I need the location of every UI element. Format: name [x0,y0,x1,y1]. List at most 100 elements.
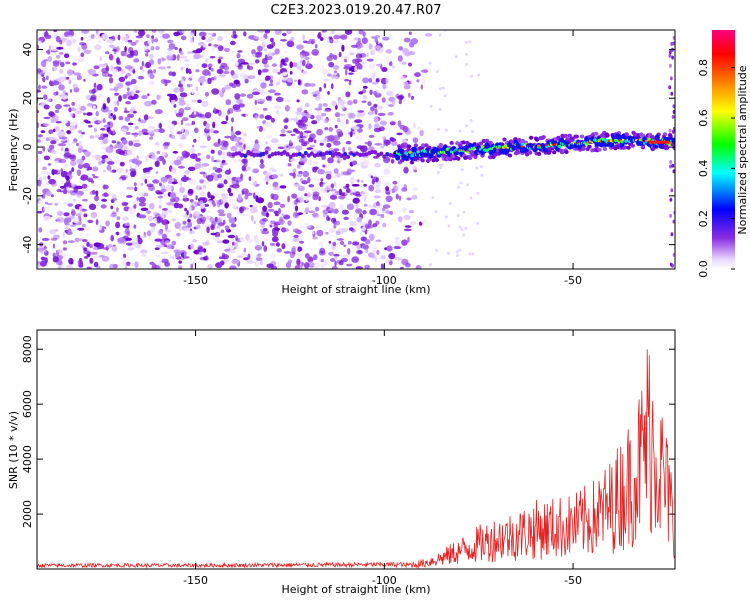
heatmap-blob [101,255,110,262]
heatmap-blob [287,220,292,226]
ridge-cell [617,134,623,141]
ridge-cell [400,144,405,148]
heatmap-blob [255,195,259,203]
heatmap-blob [669,213,672,218]
heatmap-blob [160,184,166,191]
heatmap-blob [213,44,219,47]
heatmap-blob [100,204,107,209]
heatmap-blob [283,251,292,254]
heatmap-blob [311,231,315,235]
heatmap-blob [51,149,57,155]
heatmap-blob [73,186,79,193]
heatmap-blob [106,164,112,171]
heatmap-blob [265,141,268,145]
heatmap-blob [296,99,300,103]
heatmap-blob [43,104,50,110]
heatmap-blob [412,121,416,129]
heatmap-blob [414,72,421,78]
heatmap-blob [176,131,183,135]
heatmap-blob [62,240,68,245]
heatmap-blob [333,168,339,174]
heatmap-blob [260,158,264,163]
heatmap-blob [182,220,187,225]
heatmap-blob [58,84,65,91]
heatmap-blob [328,240,332,244]
heatmap-blob [180,66,184,71]
heatmap-blob [162,208,168,211]
heatmap-blob [369,208,377,216]
ridge-cell [255,152,260,158]
heatmap-blob [234,242,239,248]
heatmap-blob [65,186,70,191]
heatmap-blob [360,43,364,48]
heatmap-blob [292,168,297,173]
heatmap-blob [330,258,336,262]
heatmap-blob [421,79,426,85]
heatmap-blob [252,181,257,187]
heatmap-blob [131,158,139,164]
heatmap-blob [133,224,137,229]
heatmap-blob [465,52,468,56]
heatmap-blob [66,69,73,76]
heatmap-blob [171,135,176,140]
heatmap-blob [196,217,203,225]
heatmap-blob [389,210,394,216]
heatmap-blob [247,75,256,79]
ridge-cell [671,137,675,144]
heatmap-blob [218,109,222,117]
heatmap-blob [116,207,119,212]
heatmap-blob [151,154,157,161]
heatmap-blob [133,142,142,147]
heatmap-blob [41,85,48,89]
heatmap-blob [314,44,318,49]
heatmap-blob [279,185,287,189]
heatmap-blob [119,192,126,196]
heatmap-blob [141,254,147,257]
heatmap-blob [303,40,308,44]
ridge-cell [574,134,579,139]
heatmap-blob [468,40,472,44]
heatmap-blob [54,109,60,114]
heatmap-blob [285,261,292,269]
heatmap-blob [243,162,248,168]
heatmap-blob [156,216,163,223]
heatmap-blob [125,242,133,246]
ridge-cell [334,151,338,156]
heatmap-blob [341,55,350,59]
heatmap-blob [38,181,41,187]
heatmap-blob [401,258,409,266]
heatmap-blob [163,79,172,84]
heatmap-blob [109,44,115,48]
heatmap-blob [229,82,234,87]
heatmap-blob [245,146,253,152]
heatmap-blob [138,191,145,196]
heatmap-blob [299,52,305,59]
heatmap-blob [83,250,91,255]
heatmap-blob [149,222,157,227]
heatmap-blob [362,210,367,215]
heatmap-blob [210,68,214,72]
heatmap-blob [320,178,324,182]
heatmap-blob [115,158,121,165]
heatmap-blob [80,36,84,41]
heatmap-blob [397,216,403,223]
heatmap-blob [160,176,168,183]
ridge-cell [667,133,673,138]
heatmap-blob [355,266,363,269]
heatmap-blob [151,99,157,105]
heatmap-blob [165,184,173,192]
heatmap-blob [133,58,140,63]
heatmap-blob [383,182,392,187]
heatmap-blob [138,202,146,207]
ridge-cell [379,151,384,156]
heatmap-blob [216,201,221,208]
heatmap-blob [259,114,265,119]
heatmap-blob [252,168,260,174]
heatmap-blob [76,74,82,81]
heatmap-blob [271,63,277,67]
heatmap-blob [87,68,96,76]
ridge-cell [361,152,366,157]
heatmap-blob [295,130,300,134]
heatmap-blob [382,222,387,228]
heatmap-blob [124,75,128,79]
